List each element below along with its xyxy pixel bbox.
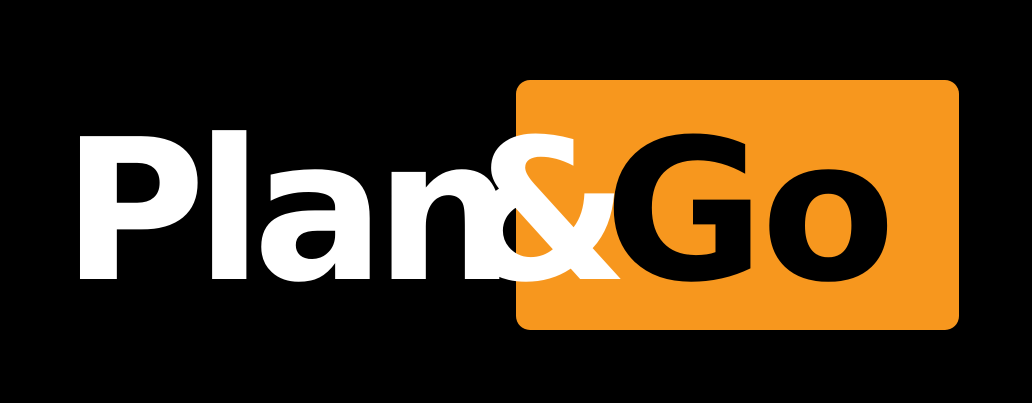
logo-word-go: Go — [604, 98, 896, 326]
logo-accent-box — [516, 80, 959, 330]
logo-word-plan: Plan — [62, 98, 515, 326]
logo-ampersand: & — [458, 98, 629, 326]
